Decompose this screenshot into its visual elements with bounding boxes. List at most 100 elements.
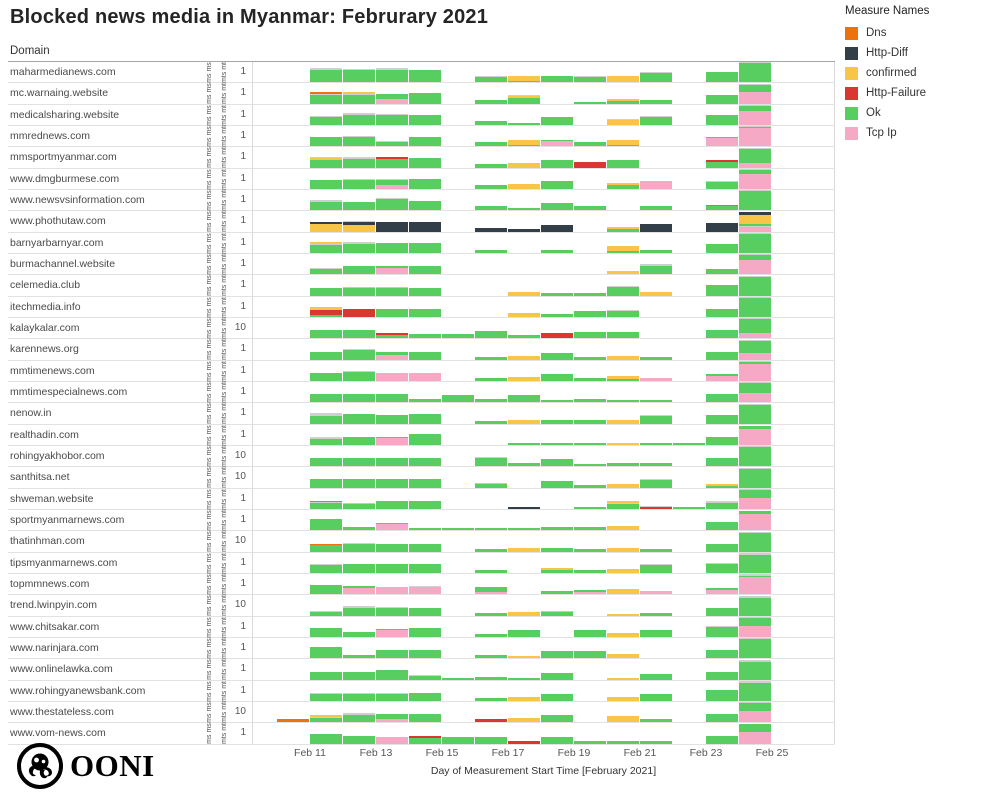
- measurement-bar[interactable]: [541, 567, 573, 573]
- measurement-bar[interactable]: [541, 373, 573, 381]
- measurement-bar[interactable]: [541, 116, 573, 125]
- measurement-bar[interactable]: [508, 740, 540, 744]
- measurement-bar[interactable]: [607, 76, 639, 83]
- measurement-bar[interactable]: [541, 203, 573, 211]
- measurement-bar[interactable]: [640, 563, 672, 573]
- measurement-bar[interactable]: [310, 436, 342, 445]
- measurement-bar[interactable]: [739, 467, 771, 488]
- measurement-bar[interactable]: [409, 650, 441, 659]
- measurement-bar[interactable]: [310, 647, 342, 659]
- measurement-bar[interactable]: [442, 334, 474, 339]
- measurement-bar[interactable]: [574, 356, 606, 360]
- measurement-bar[interactable]: [508, 718, 540, 723]
- measurement-bar[interactable]: [541, 249, 573, 253]
- measurement-bar[interactable]: [409, 528, 441, 531]
- measurement-bar[interactable]: [541, 292, 573, 296]
- measurement-bar[interactable]: [508, 183, 540, 189]
- measurement-bar[interactable]: [376, 669, 408, 680]
- measurement-bar[interactable]: [409, 458, 441, 467]
- measurement-bar[interactable]: [343, 112, 375, 125]
- measurement-bar[interactable]: [310, 610, 342, 616]
- measurement-bar[interactable]: [343, 220, 375, 232]
- measurement-bar[interactable]: [376, 286, 408, 296]
- measurement-bar[interactable]: [376, 242, 408, 253]
- measurement-bar[interactable]: [706, 500, 738, 509]
- measurement-bar[interactable]: [739, 659, 771, 680]
- measurement-bar[interactable]: [376, 587, 408, 595]
- domain-label[interactable]: thatinhman.com: [10, 535, 85, 548]
- measurement-bar[interactable]: [409, 308, 441, 317]
- measurement-bar[interactable]: [706, 607, 738, 616]
- measurement-bar[interactable]: [409, 242, 441, 253]
- measurement-bar[interactable]: [409, 334, 441, 339]
- measurement-bar[interactable]: [541, 610, 573, 616]
- domain-label[interactable]: www.vom-news.com: [10, 727, 106, 740]
- legend-item-tcp-ip[interactable]: Tcp Ip: [845, 123, 995, 143]
- measurement-bar[interactable]: [310, 68, 342, 83]
- measurement-bar[interactable]: [376, 68, 408, 83]
- measurement-bar[interactable]: [607, 98, 639, 104]
- measurement-bar[interactable]: [376, 113, 408, 125]
- measurement-bar[interactable]: [475, 697, 507, 701]
- measurement-bar[interactable]: [310, 692, 342, 701]
- domain-label[interactable]: tipsmyanmarnews.com: [10, 556, 118, 569]
- measurement-bar[interactable]: [442, 736, 474, 744]
- measurement-bar[interactable]: [508, 122, 540, 125]
- measurement-bar[interactable]: [376, 372, 408, 381]
- domain-label[interactable]: www.rohingyanewsbank.com: [10, 684, 146, 697]
- measurement-bar[interactable]: [343, 502, 375, 509]
- measurement-bar[interactable]: [607, 375, 639, 381]
- measurement-bar[interactable]: [607, 568, 639, 573]
- legend-item-http-diff[interactable]: Http-Diff: [845, 43, 995, 63]
- measurement-bar[interactable]: [409, 692, 441, 701]
- measurement-bar[interactable]: [475, 528, 507, 531]
- domain-label[interactable]: mmtimenews.com: [10, 364, 95, 377]
- measurement-bar[interactable]: [640, 629, 672, 637]
- measurement-bar[interactable]: [706, 205, 738, 211]
- measurement-bar[interactable]: [409, 201, 441, 211]
- measurement-bar[interactable]: [739, 168, 771, 189]
- measurement-bar[interactable]: [310, 287, 342, 296]
- measurement-bar[interactable]: [574, 161, 606, 168]
- measurement-bar[interactable]: [277, 719, 309, 723]
- measurement-bar[interactable]: [673, 506, 705, 509]
- measurement-bar[interactable]: [409, 563, 441, 573]
- domain-label[interactable]: www.chitsakar.com: [10, 620, 100, 633]
- measurement-bar[interactable]: [409, 735, 441, 744]
- measurement-bar[interactable]: [607, 309, 639, 317]
- measurement-bar[interactable]: [376, 156, 408, 168]
- measurement-bar[interactable]: [310, 543, 342, 552]
- measurement-bar[interactable]: [376, 563, 408, 573]
- measurement-bar[interactable]: [739, 318, 771, 339]
- measurement-bar[interactable]: [541, 459, 573, 467]
- measurement-bar[interactable]: [706, 351, 738, 360]
- measurement-bar[interactable]: [640, 206, 672, 211]
- measurement-bar[interactable]: [475, 76, 507, 83]
- measurement-bar[interactable]: [376, 736, 408, 744]
- measurement-bar[interactable]: [607, 140, 639, 147]
- measurement-bar[interactable]: [475, 655, 507, 659]
- measurement-bar[interactable]: [739, 232, 771, 253]
- measurement-bar[interactable]: [343, 330, 375, 339]
- measurement-bar[interactable]: [376, 606, 408, 616]
- measurement-bar[interactable]: [442, 395, 474, 403]
- measurement-bar[interactable]: [706, 180, 738, 189]
- measurement-bar[interactable]: [343, 348, 375, 360]
- measurement-bar[interactable]: [343, 91, 375, 104]
- measurement-bar[interactable]: [541, 527, 573, 531]
- measurement-bar[interactable]: [508, 312, 540, 317]
- measurement-bar[interactable]: [376, 500, 408, 509]
- measurement-bar[interactable]: [541, 715, 573, 723]
- measurement-bar[interactable]: [343, 478, 375, 488]
- measurement-bar[interactable]: [376, 93, 408, 104]
- measurement-bar[interactable]: [442, 528, 474, 531]
- measurement-bar[interactable]: [343, 308, 375, 317]
- measurement-bar[interactable]: [475, 420, 507, 424]
- domain-label[interactable]: celemedia.club: [10, 279, 81, 292]
- measurement-bar[interactable]: [409, 714, 441, 723]
- measurement-bar[interactable]: [442, 677, 474, 680]
- measurement-bar[interactable]: [376, 178, 408, 189]
- measurement-bar[interactable]: [475, 206, 507, 211]
- measurement-bar[interactable]: [607, 245, 639, 253]
- measurement-bar[interactable]: [541, 480, 573, 488]
